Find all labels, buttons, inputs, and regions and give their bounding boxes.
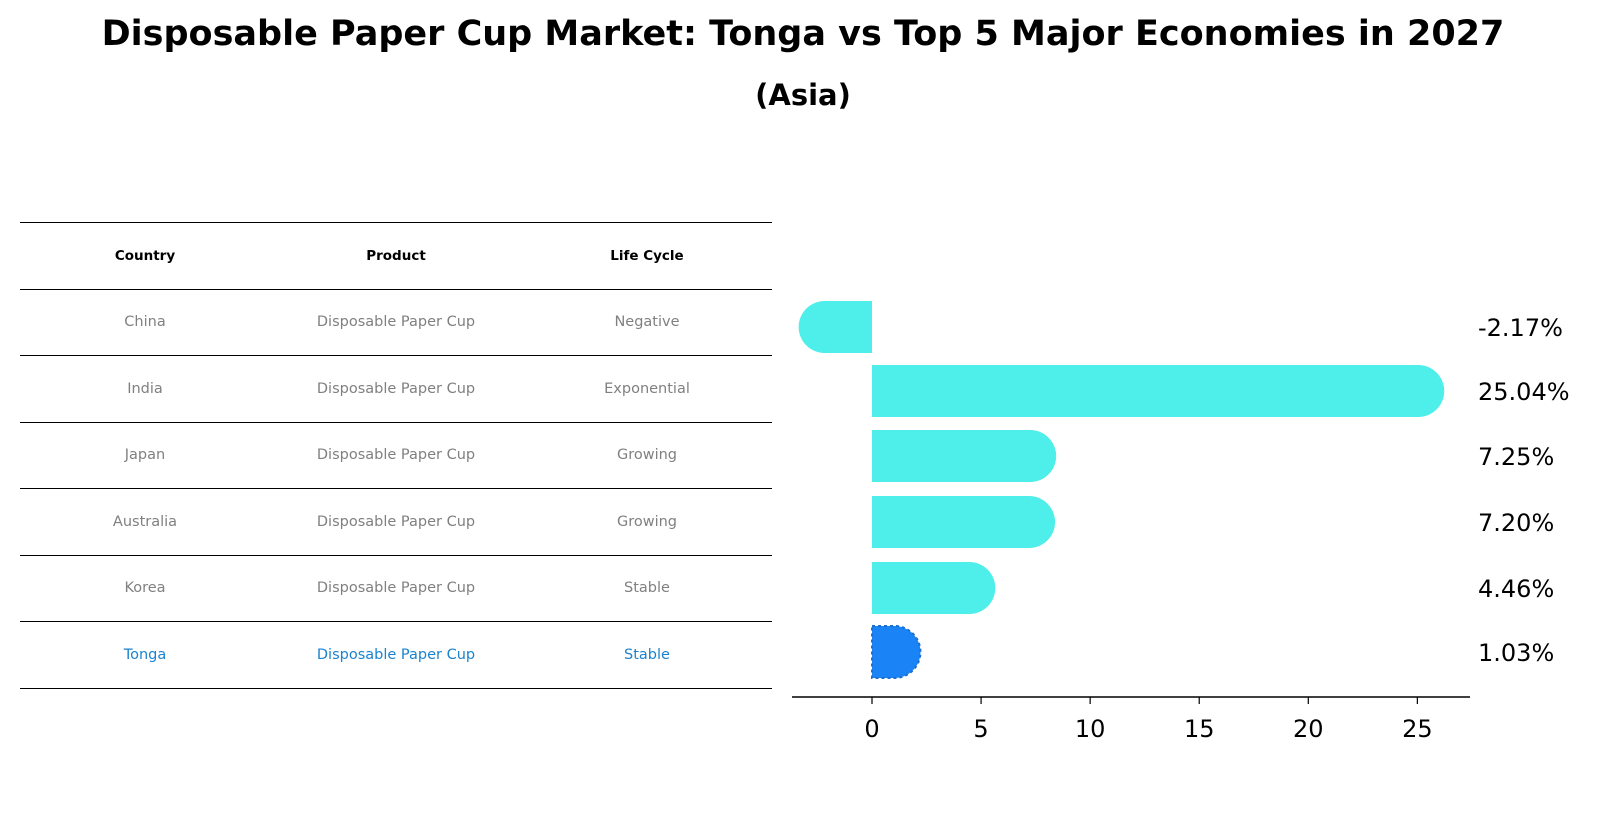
value-label-india: 25.04%	[1478, 378, 1570, 406]
header-country: Country	[20, 222, 270, 290]
table-row: Japan Disposable Paper Cup Growing	[20, 421, 772, 489]
cell-product: Disposable Paper Cup	[270, 288, 522, 356]
bar-india	[872, 365, 1445, 417]
cell-life-cycle: Negative	[522, 288, 772, 356]
table-row: Australia Disposable Paper Cup Growing	[20, 488, 772, 556]
cell-life-cycle: Exponential	[522, 355, 772, 423]
value-label-tonga: 1.03%	[1478, 639, 1554, 667]
header-life-cycle: Life Cycle	[522, 222, 772, 290]
value-label-korea: 4.46%	[1478, 575, 1554, 603]
x-tick-label-20: 20	[1293, 715, 1324, 743]
cell-product: Disposable Paper Cup	[270, 621, 522, 689]
x-tick-label-0: 0	[864, 715, 879, 743]
value-label-japan: 7.25%	[1478, 443, 1554, 471]
cell-country: India	[20, 355, 270, 423]
table-row: India Disposable Paper Cup Exponential	[20, 355, 772, 423]
x-tick-label-10: 10	[1075, 715, 1106, 743]
cell-country: Tonga	[20, 621, 270, 689]
cell-country: Korea	[20, 554, 270, 622]
cell-life-cycle: Growing	[522, 488, 772, 556]
table-row-highlight: Tonga Disposable Paper Cup Stable	[20, 621, 772, 689]
value-label-china: -2.17%	[1478, 314, 1563, 342]
table-header-row: Country Product Life Cycle	[20, 222, 772, 290]
bar-tonga	[871, 625, 922, 679]
bar-china	[798, 301, 872, 353]
x-tick-label-25: 25	[1402, 715, 1433, 743]
cell-product: Disposable Paper Cup	[270, 421, 522, 489]
value-label-australia: 7.20%	[1478, 509, 1554, 537]
cell-country: China	[20, 288, 270, 356]
table-row: China Disposable Paper Cup Negative	[20, 288, 772, 356]
chart-subtitle: (Asia)	[755, 78, 851, 112]
cell-life-cycle: Stable	[522, 621, 772, 689]
country-table: Country Product Life Cycle China Disposa…	[20, 222, 772, 689]
bar-australia	[872, 496, 1056, 548]
cell-product: Disposable Paper Cup	[270, 355, 522, 423]
bar-japan	[872, 430, 1057, 482]
bar-korea	[872, 562, 996, 614]
chart-title: Disposable Paper Cup Market: Tonga vs To…	[101, 14, 1505, 54]
table-row: Korea Disposable Paper Cup Stable	[20, 554, 772, 622]
cell-life-cycle: Stable	[522, 554, 772, 622]
header-product: Product	[270, 222, 522, 290]
cell-country: Australia	[20, 488, 270, 556]
x-tick-label-15: 15	[1184, 715, 1215, 743]
cell-life-cycle: Growing	[522, 421, 772, 489]
cell-product: Disposable Paper Cup	[270, 488, 522, 556]
cell-country: Japan	[20, 421, 270, 489]
x-tick-label-5: 5	[973, 715, 988, 743]
